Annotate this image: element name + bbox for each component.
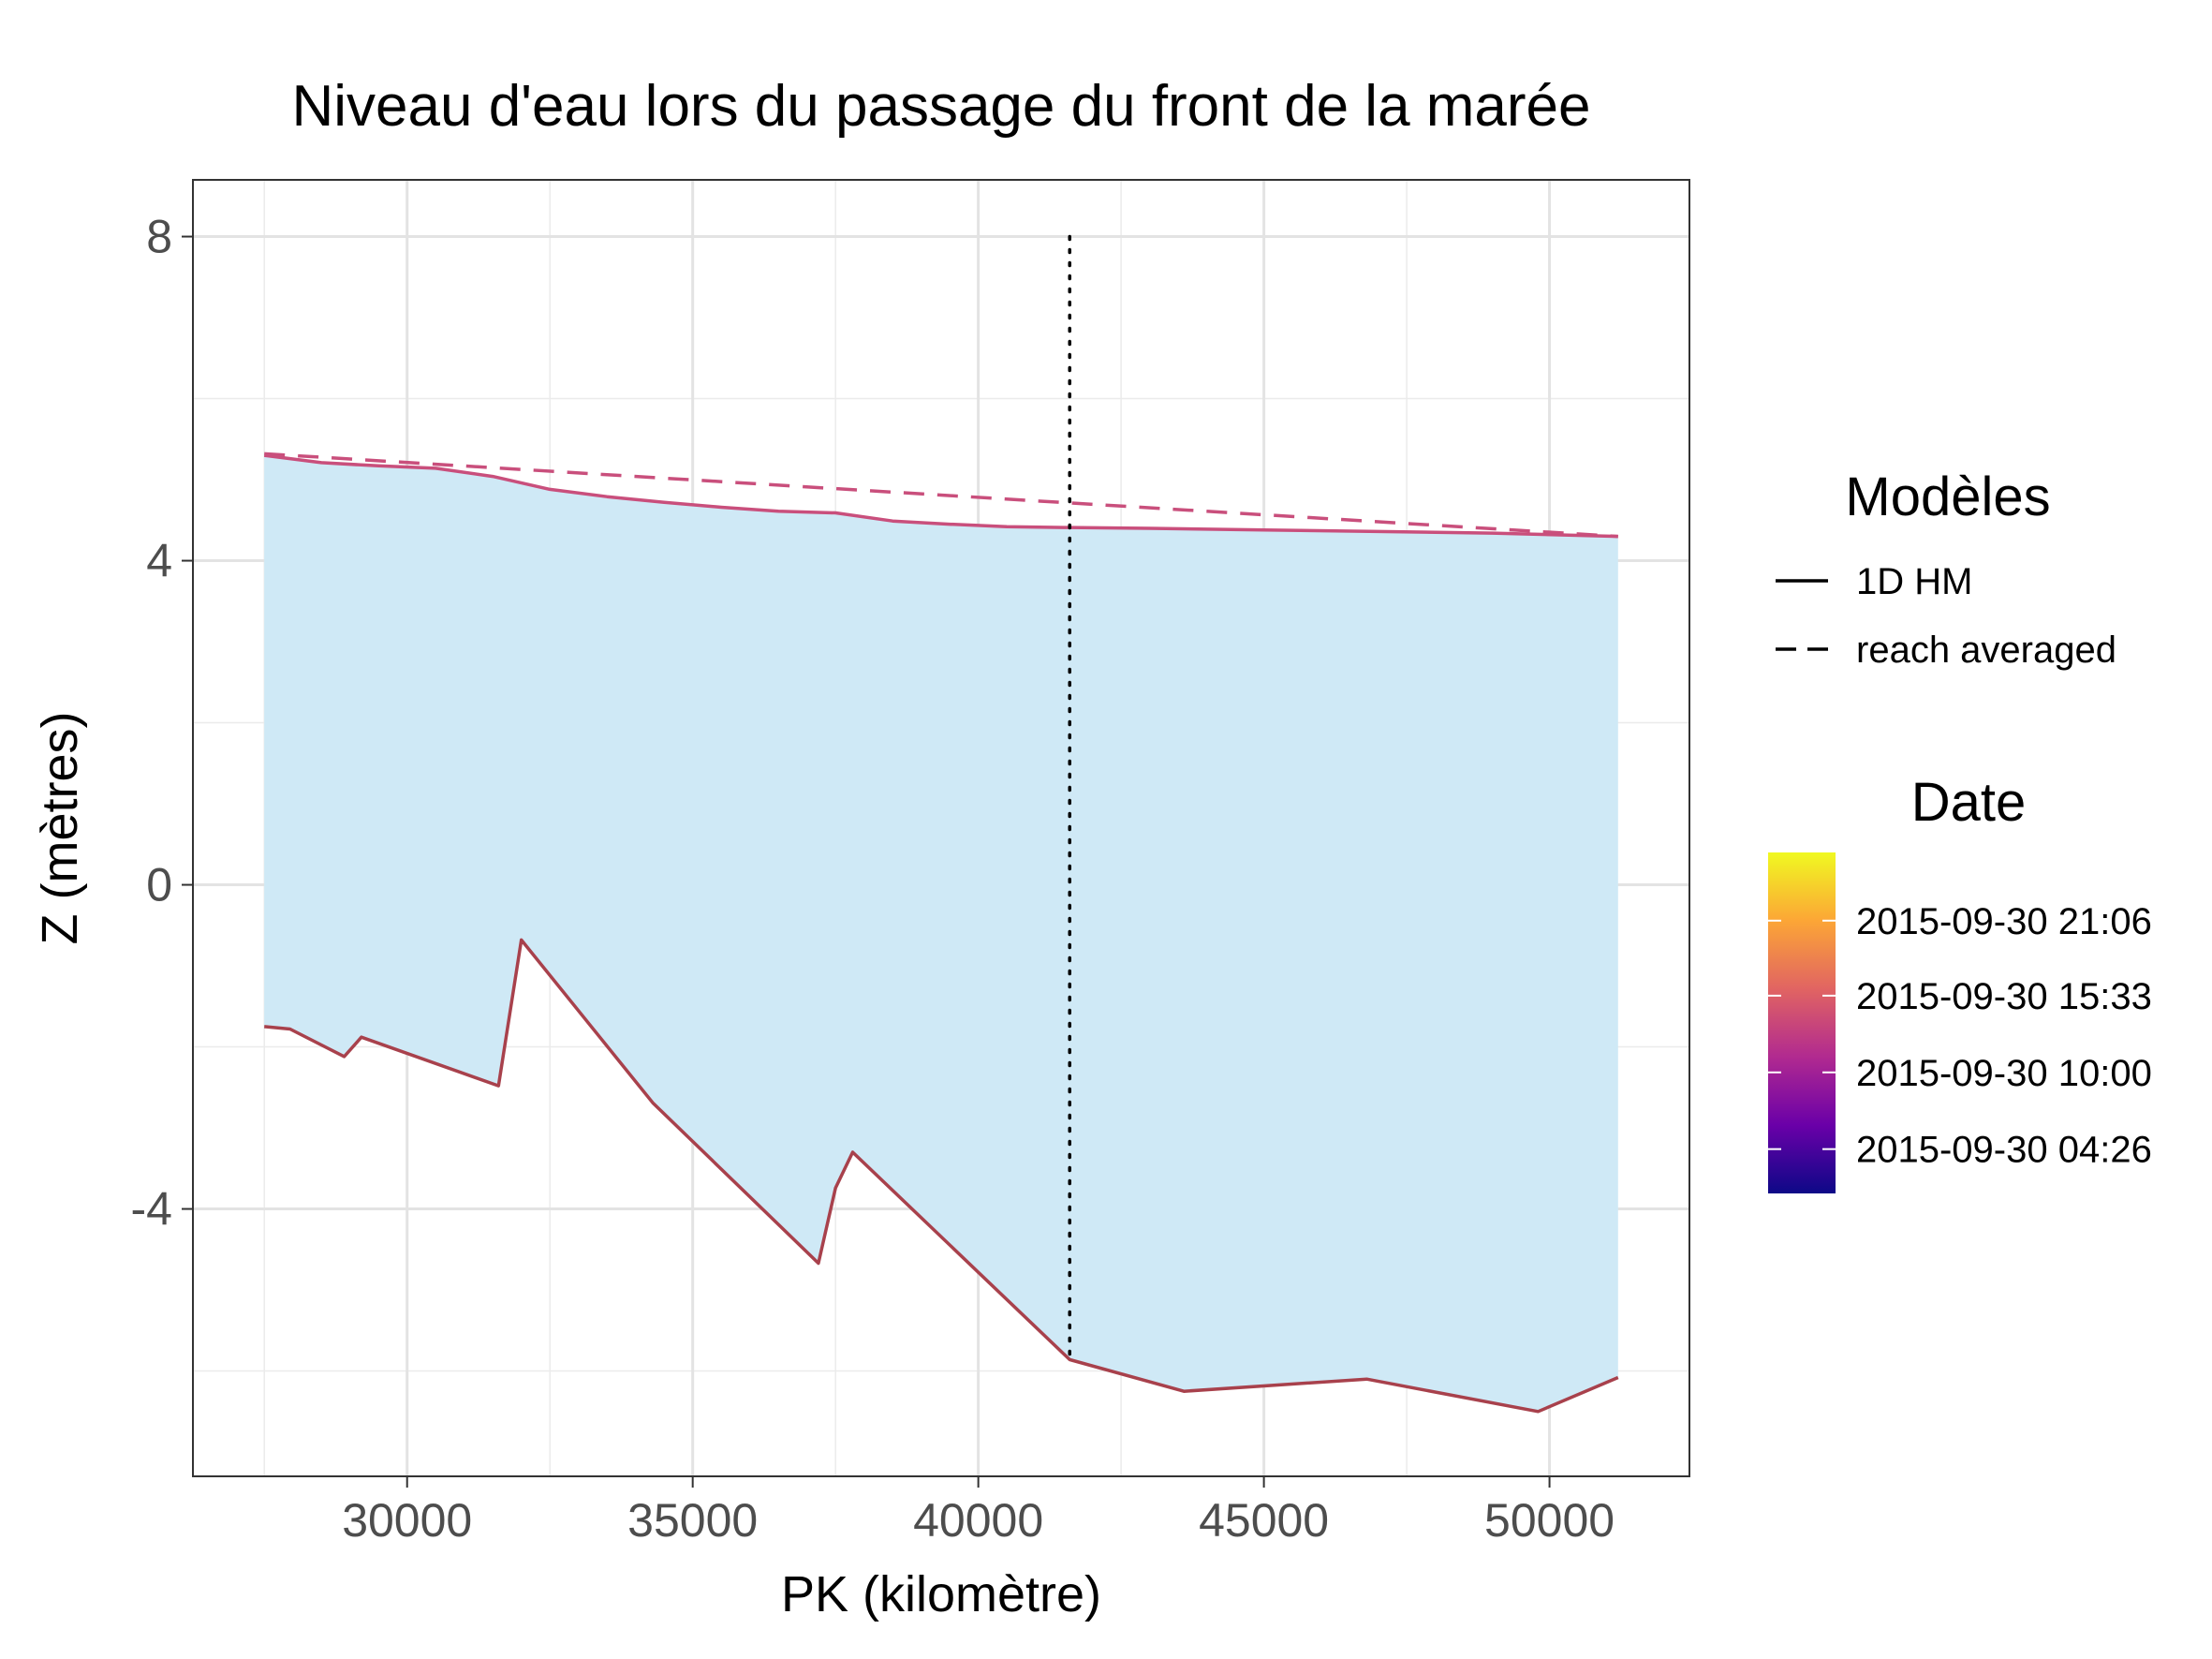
y-axis: -4 0 4 8 [131, 211, 193, 1236]
legend-models-title: Modèles [1845, 467, 2050, 527]
water-area [264, 455, 1618, 1412]
legend-label: reach averaged [1856, 630, 2116, 671]
legend-date-title: Date [1911, 772, 2027, 833]
y-axis-title: Z (mètres) [32, 712, 88, 945]
x-axis: 30000 35000 40000 45000 50000 [342, 1476, 1615, 1547]
x-tick-label: 45000 [1199, 1494, 1329, 1547]
legend-label: 1D HM [1856, 561, 1972, 602]
colorbar-label: 2015-09-30 04:26 [1856, 1130, 2152, 1171]
plot-border [192, 179, 1690, 1477]
series-line-bed [264, 938, 1619, 1414]
x-axis-title: PK (kilomètre) [781, 1566, 1101, 1622]
data-layer [263, 234, 1619, 1414]
colorbar-label: 2015-09-30 10:00 [1856, 1053, 2152, 1094]
y-tick-label: 8 [146, 211, 172, 263]
chart-title: Niveau d'eau lors du passage du front de… [291, 74, 1590, 139]
y-tick-label: 0 [146, 859, 172, 911]
date-colorbar [1768, 852, 1836, 1193]
series-line-1d-hm [263, 453, 1618, 539]
x-tick-label: 50000 [1484, 1494, 1615, 1547]
colorbar-label: 2015-09-30 15:33 [1856, 976, 2152, 1017]
x-tick-label: 30000 [342, 1494, 472, 1547]
x-tick-label: 40000 [913, 1494, 1043, 1547]
legend-models: Modèles 1D HM reach averaged [1776, 467, 2116, 671]
x-tick-label: 35000 [627, 1494, 758, 1547]
y-tick-label: -4 [131, 1183, 172, 1236]
series-line-reach-averaged [264, 452, 1618, 539]
y-tick-label: 4 [146, 535, 172, 587]
colorbar-label: 2015-09-30 21:06 [1856, 901, 2152, 942]
legend-date: Date 2015-09-30 21:06 2015-09-30 15:33 201… [1768, 772, 2152, 1193]
